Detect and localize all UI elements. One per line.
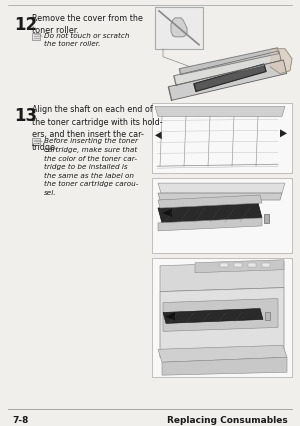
Polygon shape	[158, 196, 262, 208]
Polygon shape	[179, 69, 181, 75]
Polygon shape	[158, 219, 262, 231]
Polygon shape	[194, 84, 196, 92]
Text: Before inserting the toner
cartridge, make sure that
the color of the toner car-: Before inserting the toner cartridge, ma…	[44, 138, 138, 196]
Polygon shape	[168, 88, 172, 101]
Polygon shape	[155, 107, 285, 117]
Text: 12: 12	[14, 16, 37, 34]
Polygon shape	[270, 50, 292, 75]
Text: Remove the cover from the
toner roller.: Remove the cover from the toner roller.	[32, 14, 143, 35]
Polygon shape	[162, 357, 287, 375]
Bar	[234, 263, 242, 267]
Polygon shape	[158, 204, 262, 223]
Polygon shape	[160, 262, 284, 292]
Polygon shape	[174, 77, 176, 86]
Bar	[152, 104, 292, 174]
Bar	[152, 179, 292, 253]
Polygon shape	[194, 65, 266, 92]
Bar	[155, 8, 203, 50]
Bar	[32, 34, 40, 41]
Bar	[32, 139, 40, 146]
Bar	[264, 214, 269, 223]
Polygon shape	[174, 52, 281, 86]
Polygon shape	[165, 313, 175, 321]
Polygon shape	[163, 309, 263, 324]
Text: Do not touch or scratch
the toner roller.: Do not touch or scratch the toner roller…	[44, 33, 130, 47]
Text: Align the shaft on each end of
the toner cartridge with its hold-
ers, and then : Align the shaft on each end of the toner…	[32, 105, 163, 152]
Polygon shape	[155, 132, 162, 140]
Text: 13: 13	[14, 107, 37, 125]
Text: Replacing Consumables: Replacing Consumables	[167, 415, 288, 424]
Bar	[265, 313, 270, 321]
Bar	[220, 263, 228, 267]
Text: 7-8: 7-8	[12, 415, 28, 424]
Bar	[262, 263, 270, 267]
Polygon shape	[158, 184, 285, 193]
Polygon shape	[160, 288, 284, 357]
Bar	[152, 258, 292, 377]
Polygon shape	[158, 345, 287, 363]
Polygon shape	[163, 299, 278, 331]
Polygon shape	[195, 260, 284, 273]
Polygon shape	[168, 61, 286, 101]
Polygon shape	[171, 19, 187, 38]
Polygon shape	[158, 193, 282, 201]
Polygon shape	[280, 130, 287, 138]
Polygon shape	[162, 210, 172, 217]
Bar	[248, 263, 256, 267]
Polygon shape	[179, 49, 279, 75]
